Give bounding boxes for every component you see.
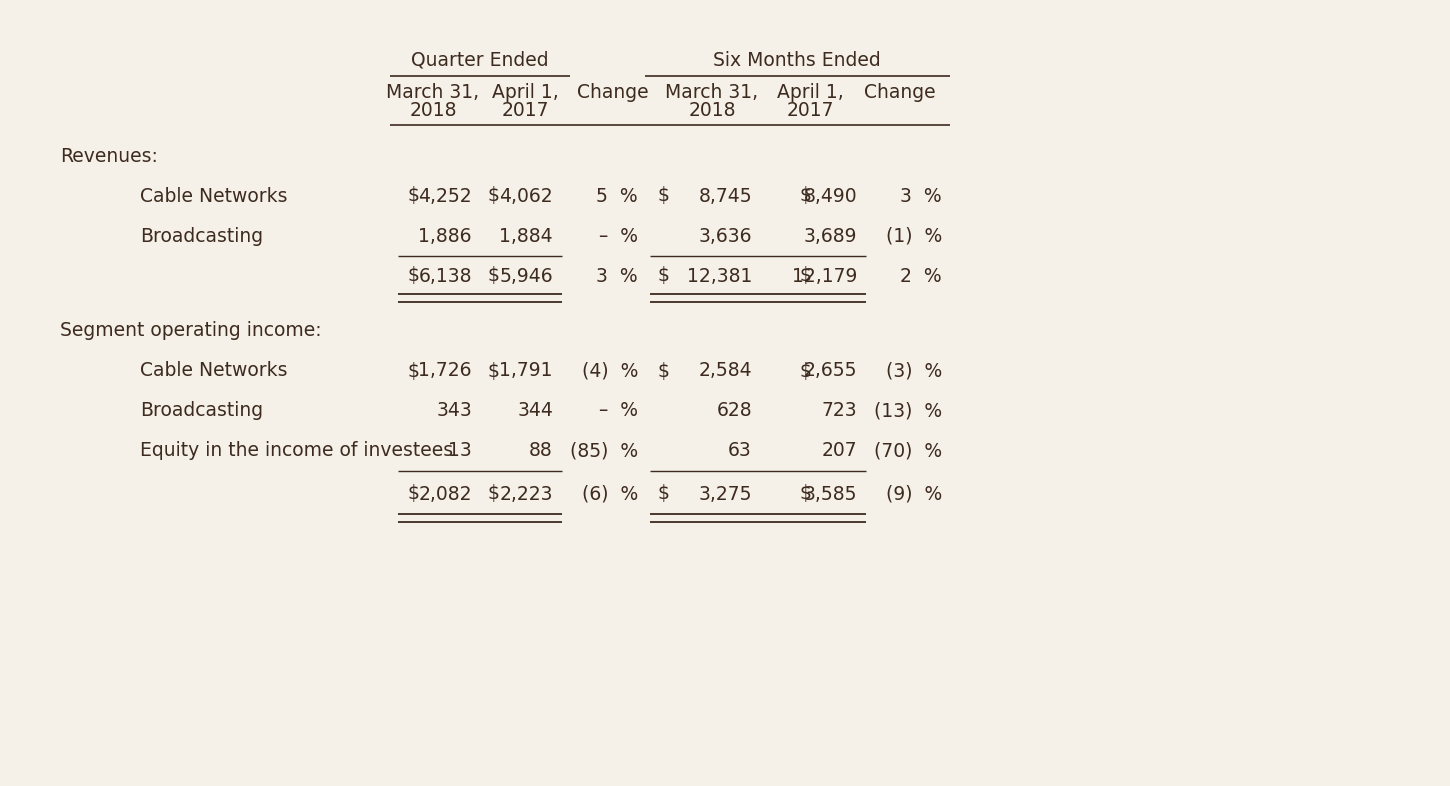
Text: (85)  %: (85) % [570,442,638,461]
Text: 5  %: 5 % [596,186,638,205]
Text: Quarter Ended: Quarter Ended [412,50,548,69]
Text: 2017: 2017 [786,101,834,119]
Text: (9)  %: (9) % [886,484,942,504]
Text: 3,275: 3,275 [699,484,753,504]
Text: 4,252: 4,252 [419,186,473,205]
Text: 2,082: 2,082 [419,484,473,504]
Text: 88: 88 [529,442,552,461]
Text: 13: 13 [448,442,473,461]
Text: Six Months Ended: Six Months Ended [713,50,880,69]
Text: Cable Networks: Cable Networks [139,186,287,205]
Text: 6,138: 6,138 [419,266,473,285]
Text: $: $ [489,266,500,285]
Text: 207: 207 [821,442,857,461]
Text: 1,726: 1,726 [419,362,473,380]
Text: $: $ [800,484,812,504]
Text: 12,179: 12,179 [792,266,857,285]
Text: (70)  %: (70) % [874,442,943,461]
Text: 8,490: 8,490 [803,186,857,205]
Text: $: $ [658,484,670,504]
Text: 1,886: 1,886 [419,226,473,245]
Text: Change: Change [864,83,935,102]
Text: 4,062: 4,062 [499,186,552,205]
Text: $: $ [489,186,500,205]
Text: $: $ [800,186,812,205]
Text: (13)  %: (13) % [874,402,943,421]
Text: 2,584: 2,584 [699,362,753,380]
Text: 63: 63 [728,442,753,461]
Text: 3  %: 3 % [596,266,638,285]
Text: (4)  %: (4) % [581,362,638,380]
Text: 12,381: 12,381 [687,266,753,285]
Text: $: $ [407,266,420,285]
Text: 5,946: 5,946 [499,266,552,285]
Text: 3,689: 3,689 [803,226,857,245]
Text: Equity in the income of investees: Equity in the income of investees [139,442,452,461]
Text: Broadcasting: Broadcasting [139,402,262,421]
Text: 2  %: 2 % [900,266,943,285]
Text: 2017: 2017 [502,101,548,119]
Text: April 1,: April 1, [492,83,558,102]
Text: 723: 723 [821,402,857,421]
Text: 1,884: 1,884 [499,226,552,245]
Text: 8,745: 8,745 [699,186,753,205]
Text: Change: Change [577,83,648,102]
Text: $: $ [800,362,812,380]
Text: 3  %: 3 % [900,186,943,205]
Text: Cable Networks: Cable Networks [139,362,287,380]
Text: $: $ [658,186,670,205]
Text: $: $ [407,484,420,504]
Text: Revenues:: Revenues: [59,146,158,166]
Text: 2018: 2018 [689,101,735,119]
Text: 2,223: 2,223 [499,484,552,504]
Text: (6)  %: (6) % [581,484,638,504]
Text: 344: 344 [518,402,552,421]
Text: 343: 343 [436,402,473,421]
Text: 628: 628 [716,402,753,421]
Text: $: $ [658,362,670,380]
Text: Broadcasting: Broadcasting [139,226,262,245]
Text: 2018: 2018 [409,101,457,119]
Text: 3,636: 3,636 [699,226,753,245]
Text: $: $ [489,362,500,380]
Text: $: $ [658,266,670,285]
Text: 2,655: 2,655 [803,362,857,380]
Text: April 1,: April 1, [777,83,844,102]
Text: $: $ [407,186,420,205]
Text: 3,585: 3,585 [803,484,857,504]
Text: $: $ [407,362,420,380]
Text: (3)  %: (3) % [886,362,942,380]
Text: –  %: – % [599,402,638,421]
Text: $: $ [489,484,500,504]
Text: March 31,: March 31, [387,83,480,102]
Text: (1)  %: (1) % [886,226,942,245]
Text: March 31,: March 31, [666,83,758,102]
Text: –  %: – % [599,226,638,245]
Text: Segment operating income:: Segment operating income: [59,321,322,340]
Text: $: $ [800,266,812,285]
Text: 1,791: 1,791 [499,362,552,380]
